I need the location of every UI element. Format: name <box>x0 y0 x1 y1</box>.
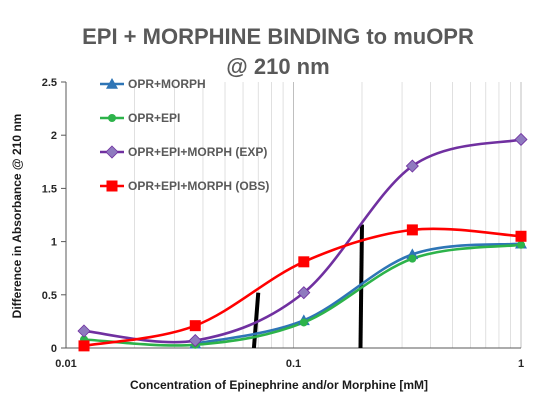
annotation-bar <box>251 292 261 349</box>
x-tick-label: 0.01 <box>55 358 76 370</box>
legend-label: OPR+EPI+MORPH (OBS) <box>128 179 269 193</box>
data-point-diamond <box>405 159 419 173</box>
data-point-diamond <box>188 333 202 348</box>
data-point-circle <box>517 240 525 249</box>
x-tick-label: 1 <box>518 358 524 370</box>
data-point-square <box>78 340 90 352</box>
axes-layer <box>61 81 521 349</box>
data-point-diamond <box>297 286 311 300</box>
data-point-diamond <box>514 132 528 147</box>
y-tick-label: 1 <box>51 237 57 249</box>
series-layer <box>83 138 522 348</box>
x-axis-title: Concentration of Epinephrine and/or Morp… <box>130 378 428 392</box>
chart-title-line-1: EPI + MORPHINE BINDING to muOPR <box>82 24 474 49</box>
legend-label: OPR+EPI+MORPH (EXP) <box>128 145 267 159</box>
y-tick-label: 2.5 <box>42 77 57 89</box>
y-tick-label: 1.5 <box>42 183 57 195</box>
data-point-square <box>189 320 201 332</box>
y-tick-label: 2 <box>51 130 57 142</box>
data-point-circle <box>108 114 116 122</box>
grid-layer <box>65 82 522 348</box>
series-line-3 <box>83 138 522 344</box>
series-line-1 <box>194 242 522 346</box>
data-point-square <box>406 224 418 236</box>
data-point-diamond <box>105 145 119 159</box>
data-point-square <box>515 230 527 242</box>
y-tick-label: 0.5 <box>42 290 57 302</box>
legend: OPR+MORPH OPR+EPI OPR+EPI+MORPH (EXP) OPR+E… <box>100 77 269 193</box>
data-point-diamond <box>77 324 91 338</box>
data-point-triangle <box>106 78 118 89</box>
data-point-square <box>298 256 310 268</box>
data-point-square <box>106 180 118 192</box>
data-point-circle <box>299 318 308 327</box>
marker-layer <box>77 132 528 352</box>
tick-label-layer: 0 0.5 1 1.5 2 2.5 0.01 0.1 1 <box>42 77 524 370</box>
x-tick-label: 0.1 <box>286 358 301 370</box>
y-tick-label: 0 <box>51 343 57 355</box>
chart-title-line-2: @ 210 nm <box>226 54 329 79</box>
data-point-circle <box>408 254 417 263</box>
legend-label: OPR+EPI <box>128 111 180 125</box>
y-axis-title: Difference in Absorbance @ 210 nm <box>10 114 24 319</box>
legend-label: OPR+MORPH <box>128 77 206 91</box>
